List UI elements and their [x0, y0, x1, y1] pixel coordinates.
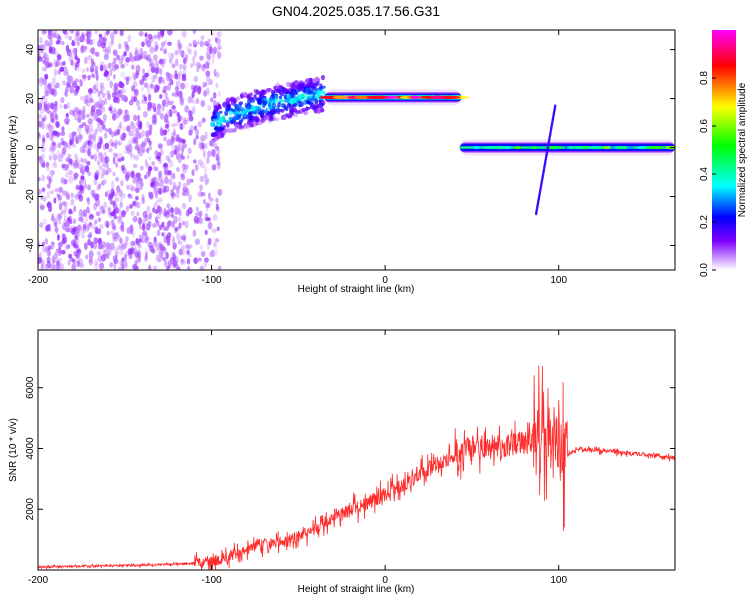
- heatmap-feature-ramp: [209, 74, 326, 143]
- x-tick-label: 100: [550, 575, 567, 586]
- colorbar-tick-label: 0.6: [699, 119, 710, 133]
- x-tick-label: -100: [202, 575, 222, 586]
- y-tick-label: 2000: [25, 498, 36, 521]
- y-tick-label: 40: [25, 44, 36, 56]
- colorbar: 0.0 0.2 0.4 0.6 0.8 Normalized spectral ampl…: [699, 30, 748, 277]
- colorbar-label: Normalized spectral amplitude: [737, 82, 748, 217]
- spectrogram-y-label: Frequency (Hz): [8, 116, 19, 185]
- heatmap-feature-line-1: [319, 89, 469, 106]
- snr-y-label: SNR (10 * v/v): [8, 418, 19, 482]
- snr-panel: -200 -100 0 100 2000 4000 6000 Height of stra…: [8, 329, 676, 595]
- colorbar-tick-label: 0.0: [699, 263, 710, 277]
- colorbar-tick-label: 0.8: [699, 71, 710, 85]
- y-tick-label: -20: [25, 189, 36, 204]
- y-tick-label: 6000: [25, 376, 36, 399]
- y-tick-label: 0: [25, 144, 36, 150]
- heatmap-feature-line-2: [459, 139, 675, 156]
- spectrogram-x-axis: -200 -100 0 100: [28, 30, 567, 286]
- colorbar-tick-label: 0.2: [699, 215, 710, 229]
- x-tick-label: -100: [202, 275, 222, 286]
- heatmap-feature-streak: [534, 104, 557, 216]
- snr-y-axis: 2000 4000 6000: [25, 376, 675, 520]
- x-tick-label: 0: [382, 575, 388, 586]
- y-tick-label: 4000: [25, 437, 36, 460]
- spectrogram-frame: [37, 29, 676, 271]
- snr-x-label: Height of straight line (km): [298, 584, 415, 595]
- colorbar-axis: 0.0 0.2 0.4 0.6 0.8: [699, 71, 716, 277]
- x-tick-label: -200: [28, 575, 48, 586]
- snr-x-axis: -200 -100 0 100: [28, 330, 567, 586]
- x-tick-label: -200: [28, 275, 48, 286]
- colorbar-gradient: [712, 30, 736, 270]
- heatmap-plot-area: [38, 30, 675, 270]
- spectrogram-x-label: Height of straight line (km): [298, 284, 415, 295]
- snr-frame: [37, 329, 676, 571]
- y-tick-label: -40: [25, 238, 36, 253]
- colorbar-tick-label: 0.4: [699, 167, 710, 181]
- snr-series-line: [38, 365, 675, 570]
- heatmap-feature-noise: [38, 30, 223, 270]
- x-tick-label: 100: [550, 275, 567, 286]
- spectrogram-y-axis: -40 -20 0 20 40: [25, 44, 675, 253]
- y-tick-label: 20: [25, 93, 36, 105]
- figure-title: GN04.2025.035.17.56.G31: [272, 3, 440, 19]
- x-tick-label: 0: [382, 275, 388, 286]
